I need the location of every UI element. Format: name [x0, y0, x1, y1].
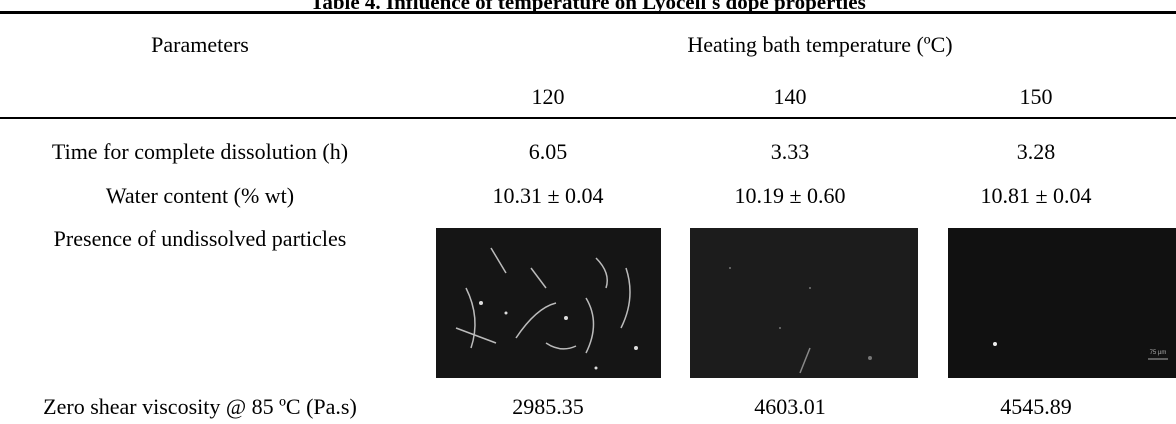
row-label: Zero shear viscosity @ 85 ºC (Pa.s): [43, 396, 357, 418]
cell: 10.31 ± 0.04: [492, 185, 603, 207]
cell: 6.05: [529, 141, 568, 163]
scale-bar-label: 75 µm: [1150, 350, 1167, 356]
micrograph-140: [690, 228, 918, 378]
header-group: Heating bath temperature (ºC): [687, 34, 952, 56]
cell: 10.81 ± 0.04: [980, 185, 1091, 207]
page: Table 4. Influence of temperature on Lyo…: [0, 0, 1176, 424]
spacer: [436, 71, 1176, 72]
row-label: Water content (% wt): [106, 185, 294, 207]
micrograph-120: [436, 228, 661, 378]
cell: 2985.35: [512, 396, 584, 418]
header-temp: 120: [532, 86, 565, 108]
row-label: Presence of undissolved particles: [54, 228, 347, 250]
row-label: Time for complete dissolution (h): [52, 141, 348, 163]
header-temp: 150: [1020, 86, 1053, 108]
top-rule: [0, 11, 1176, 14]
cell: 3.33: [771, 141, 810, 163]
cell: 4545.89: [1000, 396, 1072, 418]
cell: 4603.01: [754, 396, 826, 418]
micrograph-150: 75 µm: [948, 228, 1176, 378]
header-rule: [0, 117, 1176, 119]
header-parameters: Parameters: [151, 34, 249, 56]
header-temp: 140: [774, 86, 807, 108]
cell: 10.19 ± 0.60: [734, 185, 845, 207]
cell: 3.28: [1017, 141, 1056, 163]
